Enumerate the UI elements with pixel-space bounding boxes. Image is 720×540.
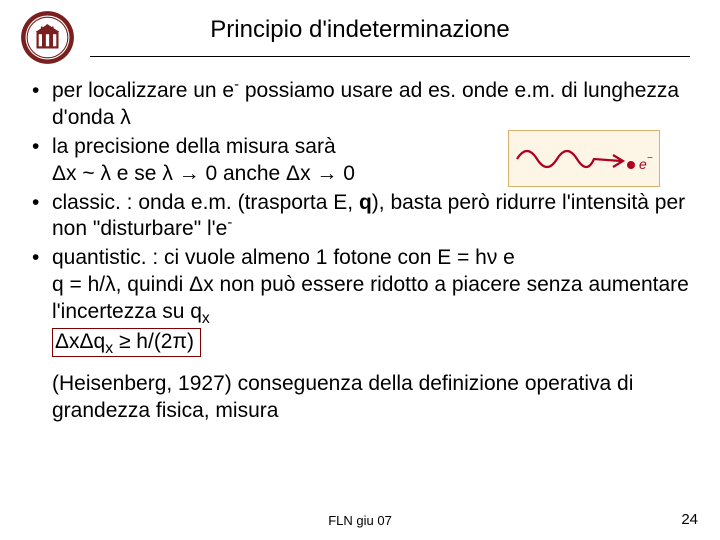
bullet-3-q: q [359, 191, 372, 214]
boxed-b: ≥ h/(2π) [113, 330, 194, 353]
bullet-3: classic. : onda e.m. (trasporta E, q), b… [30, 190, 700, 244]
university-seal-logo [20, 10, 75, 65]
bullet-4: quantistic. : ci vuole almeno 1 fotone c… [30, 245, 700, 357]
boxed-a: ΔxΔq [55, 330, 105, 353]
bullet-4-sub: x [202, 310, 210, 327]
boxed-formula: ΔxΔqx ≥ h/(2π) [52, 328, 201, 357]
boxed-sub: x [105, 340, 113, 357]
bullet-list: per localizzare un e- possiamo usare ad … [30, 78, 700, 357]
bullet-1-text-a: per localizzare un e [52, 79, 234, 102]
slide-title: Principio d'indeterminazione [0, 10, 720, 44]
slide: Principio d'indeterminazione e − per loc… [0, 0, 720, 540]
header: Principio d'indeterminazione [0, 10, 720, 70]
slide-number: 24 [681, 511, 698, 528]
closing-paragraph: (Heisenberg, 1927) conseguenza della def… [30, 371, 700, 425]
bullet-2: la precisione della misura sarà Δx ~ λ e… [30, 134, 700, 188]
bullet-3-sup: - [227, 215, 232, 231]
bullet-1: per localizzare un e- possiamo usare ad … [30, 78, 700, 132]
bullet-4-text: quantistic. : ci vuole almeno 1 fotone c… [52, 246, 689, 323]
bullet-3-text-a: classic. : onda e.m. (trasporta E, [52, 191, 359, 214]
title-underline [90, 56, 690, 57]
footer-center: FLN giu 07 [0, 513, 720, 528]
content-area: per localizzare un e- possiamo usare ad … [30, 78, 700, 425]
bullet-2-text: la precisione della misura sarà Δx ~ λ e… [52, 135, 355, 185]
